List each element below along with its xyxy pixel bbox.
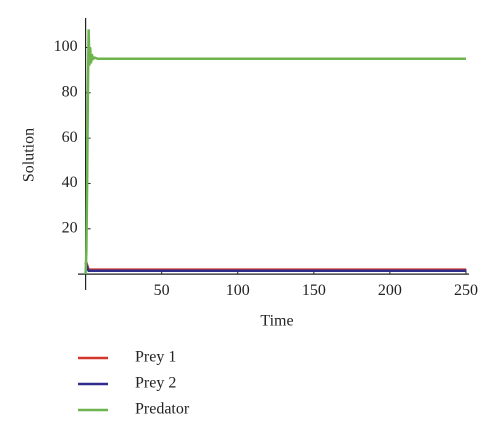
- legend-label: Prey 1: [135, 349, 176, 366]
- y-tick-label: 100: [54, 38, 78, 55]
- x-tick-label: 150: [302, 282, 326, 299]
- x-tick-label: 200: [378, 282, 402, 299]
- x-tick-label: 250: [454, 282, 478, 299]
- series-line: [84, 261, 466, 271]
- y-tick-label: 20: [62, 219, 78, 236]
- x-tick-label: 50: [154, 282, 170, 299]
- y-tick-label: 40: [62, 174, 78, 191]
- series-line: [84, 262, 466, 272]
- y-tick-label: 80: [62, 83, 78, 100]
- series-line: [84, 29, 466, 275]
- y-tick-label: 60: [62, 129, 78, 146]
- x-axis-label: Time: [260, 313, 293, 330]
- y-axis-label: Solution: [21, 128, 38, 182]
- legend-label: Prey 2: [135, 375, 176, 392]
- x-tick-label: 100: [226, 282, 250, 299]
- legend-label: Predator: [135, 401, 190, 418]
